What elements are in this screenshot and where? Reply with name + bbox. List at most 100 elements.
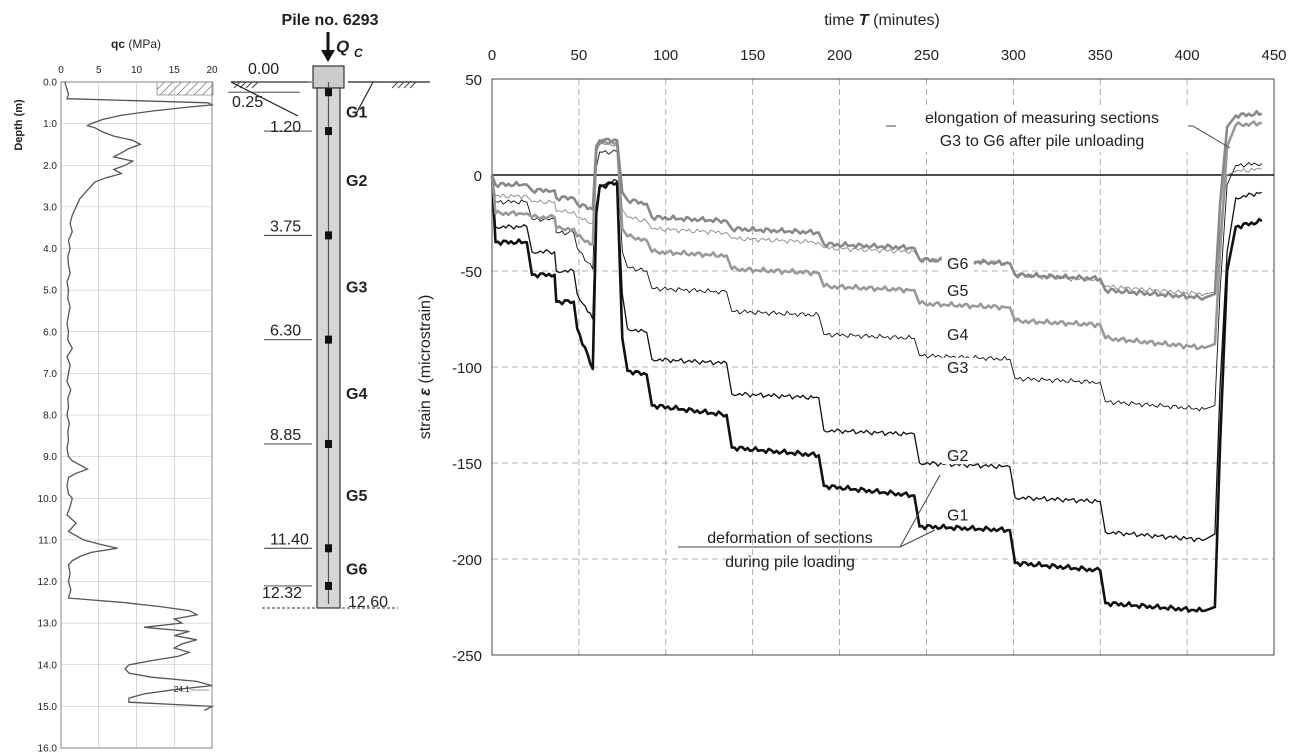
annotation-deformation-leaders (899, 474, 941, 548)
annotation-elongation-line-1: elongation of measuring sections (925, 110, 1159, 127)
strain-gauge-marker (325, 88, 332, 97)
strain-x-tick: 400 (1175, 47, 1200, 64)
strain-series-g6 (490, 110, 1263, 301)
annotation-deformation-line-1: deformation of sections (707, 530, 872, 547)
cpt-y-tick: 14.0 (38, 660, 58, 671)
cpt-y-axis-label: Depth (m) (13, 99, 25, 151)
pile-level-label: 8.85 (270, 427, 301, 444)
cpt-hatch-topsoil (156, 81, 214, 96)
cpt-qc-line (64, 81, 215, 712)
strain-series-label: G3 (947, 360, 968, 377)
strain-series-label: G5 (947, 283, 968, 300)
pile-level-label: 0.25 (232, 94, 263, 111)
pile-load-symbol: Q (336, 37, 349, 56)
annotation-elongation: elongation of measuring sections G3 to G… (886, 106, 1231, 152)
strain-x-axis-label: time T (minutes) (824, 12, 940, 29)
strain-gauge-marker (325, 127, 332, 136)
cpt-x-tick: 5 (96, 65, 102, 76)
pile-level-label: 3.75 (270, 218, 301, 235)
strain-series-label-bg (941, 281, 974, 300)
cpt-y-tick: 1.0 (43, 119, 57, 130)
strain-y-tick: -150 (452, 456, 482, 473)
cpt-x-tick: 10 (131, 65, 143, 76)
strain-x-tick: 50 (571, 47, 588, 64)
strain-time-panel: 0 50 100 150 200 250 300 350 400 450 500-50-100-1… (417, 12, 1287, 665)
strain-series-label-bg (941, 446, 974, 465)
strain-y-tick: 50 (465, 72, 482, 89)
cpt-x-tick: 0 (58, 65, 64, 76)
excavation-line (230, 81, 374, 117)
cpt-y-tick: 11.0 (38, 535, 57, 546)
cpt-profile-panel: 0 5 10 15 20 0.0 1.0 2.0 3.0 4.0 5.0 6.0 7.0 8.0 9.0 1… (13, 37, 218, 754)
strain-x-tick: 250 (914, 47, 939, 64)
cpt-y-tick: 0.0 (43, 78, 57, 89)
cpt-peak-annotation: 24.1 (174, 685, 190, 694)
strain-x-label-symbol: T (859, 12, 870, 29)
strain-x-tick: 300 (1001, 47, 1026, 64)
strain-series-g5 (491, 141, 1262, 297)
pile-title: Pile no. 6293 (282, 12, 379, 29)
cpt-x-label-bold: qc (111, 37, 125, 51)
pile-level-label: 0.00 (248, 61, 279, 78)
strain-series-g1 (490, 174, 1263, 613)
strain-series-label: G1 (947, 508, 968, 525)
strain-series-g2 (491, 174, 1263, 543)
cpt-y-tick: 16.0 (38, 744, 58, 754)
strain-series-label: G2 (947, 448, 968, 465)
strain-gauge-marker (325, 335, 332, 344)
strain-series-label: G6 (947, 256, 968, 273)
strain-x-tick: 150 (740, 47, 765, 64)
strain-series-label-bg (941, 325, 974, 344)
annotation-elongation-line-2: G3 to G6 after pile unloading (940, 133, 1145, 150)
pile-section-label: G5 (346, 488, 367, 505)
pile-level-label: 12.32 (262, 585, 302, 602)
cpt-y-tick: 6.0 (43, 327, 57, 338)
cpt-y-tick: 2.0 (43, 161, 57, 172)
strain-x-tick: 100 (653, 47, 678, 64)
pile-load-subscript: C (354, 46, 363, 60)
strain-y-label-post: (microstrain) (417, 295, 434, 384)
strain-x-label-post: (minutes) (873, 12, 940, 29)
strain-series-label-bg (941, 254, 974, 273)
pile-schematic-panel: Pile no. 6293 Q C 0.00 0.25 1.20 3.75 6.30 8.… (228, 12, 430, 611)
cpt-y-tick: 10.0 (38, 494, 58, 505)
cpt-y-tick: 7.0 (43, 369, 57, 380)
ground-hatch-right (391, 81, 417, 89)
cpt-y-tick: 15.0 (38, 702, 58, 713)
pile-level-label: 11.40 (270, 531, 309, 548)
pile-level-label: 1.20 (270, 119, 301, 136)
cpt-y-tick: 8.0 (43, 411, 57, 422)
strain-y-label-pre: strain (417, 400, 434, 439)
cpt-y-tick: 5.0 (43, 286, 57, 297)
pile-section-label: G6 (346, 562, 367, 579)
cpt-x-axis-label: qc (MPa) (111, 37, 161, 51)
cpt-x-label-unit: (MPa) (128, 37, 161, 51)
pile-level-label: 6.30 (270, 323, 301, 340)
cpt-x-tick: 20 (206, 65, 218, 76)
annotation-elongation-leader (1192, 125, 1231, 149)
cpt-y-tick: 4.0 (43, 244, 57, 255)
strain-x-label-pre: time (824, 12, 854, 29)
strain-gauge-marker (325, 439, 332, 448)
strain-gauge-marker (325, 544, 332, 553)
strain-plot-frame (491, 78, 1275, 656)
strain-x-tick: 0 (488, 47, 496, 64)
pile-level-label: 12.60 (348, 594, 388, 611)
strain-y-tick: 0 (474, 168, 482, 185)
strain-series-label: G4 (947, 327, 968, 344)
cpt-y-tick: 3.0 (43, 202, 57, 213)
strain-x-tick: 450 (1261, 47, 1286, 64)
strain-y-tick: -250 (452, 648, 482, 665)
strain-y-tick: -100 (452, 360, 482, 377)
pile-section-label: G4 (346, 386, 367, 403)
strain-series-label-bg (941, 357, 974, 376)
annotation-deformation-line-2: during pile loading (725, 554, 855, 571)
strain-gauge-marker (325, 231, 332, 240)
strain-y-tick: -50 (460, 264, 482, 281)
pile-section-label: G1 (346, 104, 367, 121)
strain-y-axis-label: strain ε (microstrain) (417, 295, 434, 440)
annotation-elongation-bg (896, 106, 1188, 152)
strain-gauge-marker (325, 581, 332, 590)
strain-series-label-bg (941, 505, 974, 524)
